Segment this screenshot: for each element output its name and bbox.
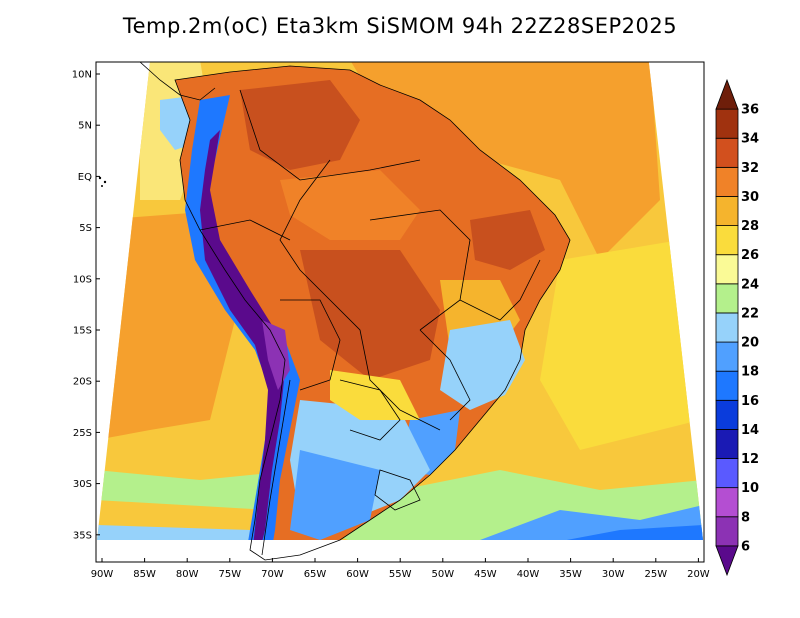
longitude-axis: 90W 85W 80W 75W 70W 65W 60W 55W 50W 45W 40W 35W 30W 2…: [91, 558, 710, 580]
lon-tick-label: 55W: [389, 569, 412, 580]
temperature-field: [97, 62, 703, 540]
lon-tick-label: 25W: [644, 569, 667, 580]
colorbar-band: [715, 283, 739, 314]
colorbar-band: [715, 341, 739, 372]
border-bolivia: [280, 299, 341, 391]
colorbar-label: 36: [741, 103, 759, 118]
colorbar-band: [715, 516, 739, 547]
colorbar-label: 16: [741, 394, 759, 409]
latitude-axis: 10N 5N EQ 5S 10S 15S 20S 25S 30S 35S: [72, 70, 100, 541]
colorbar-label: 32: [741, 161, 759, 176]
colorbar-band: [715, 225, 739, 256]
central-warm-zone: [280, 170, 420, 240]
colorbar-band: [715, 254, 739, 285]
colorbar-label: 10: [741, 481, 759, 496]
south-atlantic-colder-zone: [540, 525, 703, 540]
lon-tick-label: 50W: [431, 569, 454, 580]
colorbar-top-triangle: [715, 78, 739, 110]
lon-tick-label: 20W: [687, 569, 710, 580]
brazil-west-border: [279, 159, 441, 431]
galapagos-islands: [98, 176, 107, 187]
brazil-states-3: [419, 329, 471, 421]
colorbar-band: [715, 370, 739, 401]
amazon-very-hot-zone: [240, 80, 360, 170]
southern-ocean-colder-zone: [97, 525, 280, 540]
lon-tick-label: 40W: [517, 569, 540, 580]
lon-tick-label: 60W: [346, 569, 369, 580]
andes-coldest-zone: [200, 130, 285, 540]
southeast-mild-zone: [440, 320, 525, 410]
colorbar-bottom-triangle: [715, 545, 739, 577]
colorbar-label: 28: [741, 219, 759, 234]
lon-tick-label: 75W: [218, 569, 241, 580]
border-paraguay: [339, 379, 401, 441]
lat-tick-label: 10S: [73, 274, 92, 285]
lon-tick-label: 85W: [133, 569, 156, 580]
lon-tick-label: 30W: [602, 569, 625, 580]
continent-outline: [174, 65, 571, 561]
colorbar: 6 8 10 12 14 16 18 20 22 24 26 28 30 32 34 36: [715, 78, 759, 577]
colorbar-band: [715, 399, 739, 430]
lat-tick-label: 5N: [78, 121, 92, 132]
colorbar-label: 8: [741, 510, 750, 525]
lon-tick-label: 35W: [559, 569, 582, 580]
colorbar-label: 6: [741, 539, 750, 554]
border-andean: [199, 219, 291, 241]
colorbar-band: [715, 458, 739, 489]
lat-tick-label: 25S: [73, 428, 92, 439]
colorbar-label: 18: [741, 365, 759, 380]
colorbar-band: [715, 196, 739, 226]
colorbar-label: 14: [741, 423, 759, 438]
lat-tick-label: 15S: [73, 326, 92, 337]
southern-cone-cool-zone: [290, 450, 380, 540]
lat-tick-label: 35S: [73, 530, 92, 541]
country-borders: [139, 62, 571, 561]
lat-tick-label: 10N: [72, 70, 92, 81]
colorbar-label: 34: [741, 132, 759, 147]
colorbar-band: [715, 166, 739, 197]
map-title: Temp.2m(oC) Eta3km SiSMOM 94h 22Z28SEP20…: [122, 14, 678, 38]
lat-tick-label: 20S: [73, 377, 92, 388]
brazil-states-1: [369, 209, 471, 331]
colorbar-label: 22: [741, 306, 759, 321]
border-north: [239, 89, 421, 181]
colorbar-label: 24: [741, 277, 759, 292]
northeast-very-hot-zone: [470, 210, 545, 270]
lon-tick-label: 90W: [91, 569, 114, 580]
colorbar-band: [715, 137, 739, 168]
colorbar-band: [715, 312, 739, 343]
border-uruguay: [374, 469, 421, 511]
lon-tick-label: 80W: [176, 569, 199, 580]
lat-tick-label: EQ: [78, 172, 92, 183]
colorbar-label: 26: [741, 248, 759, 263]
colorbar-label: 12: [741, 452, 759, 467]
colorbar-label: 30: [741, 190, 759, 205]
atlantic-mild-zone: [540, 240, 700, 450]
central-america-outline: [139, 62, 216, 101]
lat-tick-label: 30S: [73, 479, 92, 490]
colorbar-band: [715, 487, 739, 518]
lon-tick-label: 65W: [304, 569, 327, 580]
south-atlantic-cold-zone: [480, 505, 703, 540]
central-very-hot-zone: [300, 250, 440, 380]
lon-tick-label: 70W: [261, 569, 284, 580]
brazil-states-2: [459, 259, 541, 321]
colorbar-label: 20: [741, 336, 759, 351]
border-argentina-chile: [261, 379, 291, 556]
colorbar-band: [715, 108, 739, 139]
lon-tick-label: 45W: [474, 569, 497, 580]
colorbar-band: [715, 429, 739, 459]
altiplano-cold-zone: [262, 320, 290, 390]
lat-tick-label: 5S: [79, 223, 92, 234]
